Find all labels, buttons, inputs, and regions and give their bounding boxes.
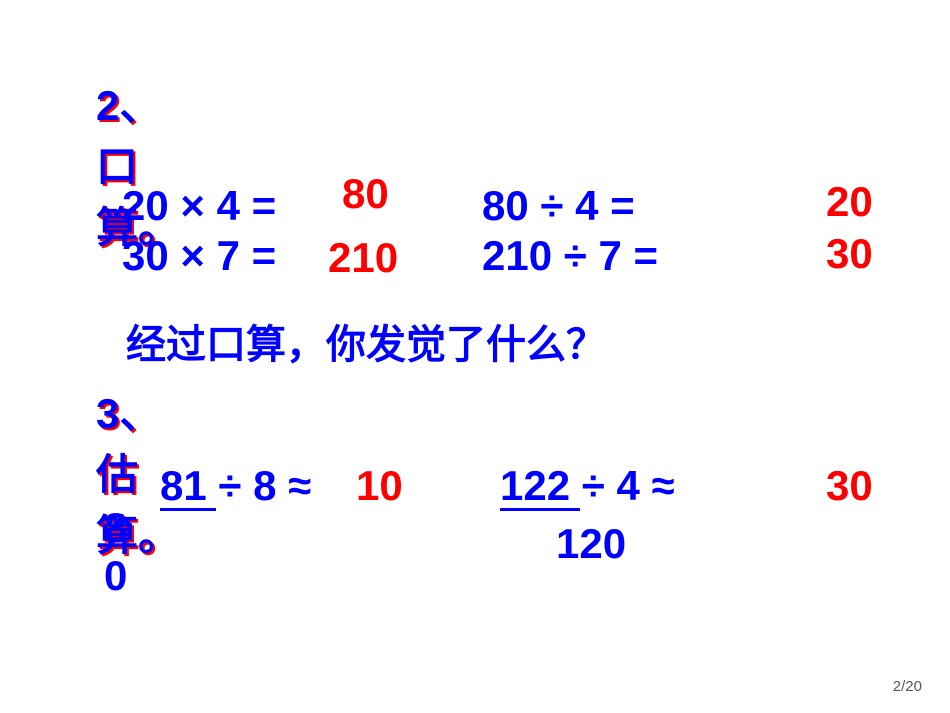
equation-6-left: 122 ÷ 4 ≈ bbox=[500, 462, 675, 510]
equation-4-answer: 30 bbox=[826, 230, 873, 278]
equation-5-answer: 10 bbox=[356, 462, 403, 510]
underline-122 bbox=[500, 508, 580, 511]
page-number: 2/20 bbox=[893, 678, 922, 695]
question-text: 经过口算，你发觉了什么？ bbox=[126, 312, 606, 370]
equation-3-left: 30 × 7 = bbox=[122, 232, 276, 280]
equation-4-left: 210 ÷ 7 = bbox=[482, 232, 658, 280]
page-current: 2 bbox=[893, 678, 901, 695]
equation-3-answer: 210 bbox=[328, 234, 398, 282]
page-total: /20 bbox=[901, 678, 922, 695]
equation-1-answer: 80 bbox=[342, 170, 389, 218]
equation-5-approx-bottom: 0 bbox=[104, 552, 127, 600]
equation-6-answer: 30 bbox=[826, 462, 873, 510]
equation-2-answer: 20 bbox=[826, 178, 873, 226]
slide-content: 2、口算。 2、口算。 20 × 4 = 80 80 ÷ 4 = 20 30 ×… bbox=[0, 0, 950, 713]
equation-5-approx-top: 8 bbox=[104, 504, 127, 552]
underline-81 bbox=[160, 508, 216, 511]
equation-5-left: 81 ÷ 8 ≈ bbox=[160, 462, 311, 510]
equation-1-left: 20 × 4 = bbox=[122, 182, 276, 230]
equation-6-approx: 120 bbox=[556, 520, 626, 568]
equation-2-left: 80 ÷ 4 = bbox=[482, 182, 635, 230]
